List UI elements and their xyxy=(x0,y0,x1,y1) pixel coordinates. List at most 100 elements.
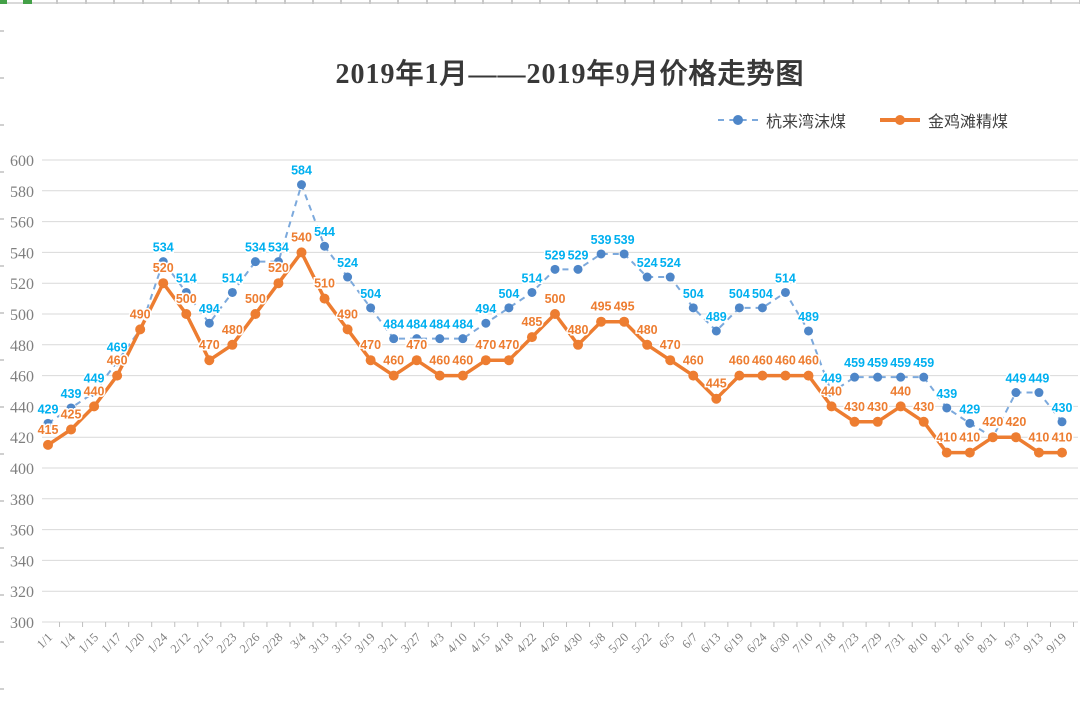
data-point-marker[interactable] xyxy=(181,287,191,297)
data-point-marker[interactable] xyxy=(204,318,214,328)
data-point-marker[interactable] xyxy=(481,318,491,328)
data-point-marker[interactable] xyxy=(987,432,998,443)
data-point-marker[interactable] xyxy=(665,272,675,282)
data-point-marker[interactable] xyxy=(504,303,514,313)
data-point-marker[interactable] xyxy=(1034,388,1044,398)
data-point-marker[interactable] xyxy=(250,257,260,267)
series-jinjitan-line[interactable] xyxy=(47,250,1062,455)
legend-item-hanglaiwan[interactable]: 杭来湾沫煤 xyxy=(717,108,846,132)
data-point-marker[interactable] xyxy=(435,334,445,344)
data-point-marker[interactable] xyxy=(804,326,813,336)
data-point-marker[interactable] xyxy=(319,293,330,304)
data-point-marker[interactable] xyxy=(66,424,77,435)
data-point-marker[interactable] xyxy=(273,257,283,267)
data-point-marker[interactable] xyxy=(942,403,952,413)
data-label: 460 xyxy=(383,354,404,368)
data-point-marker[interactable] xyxy=(872,416,883,427)
data-point-marker[interactable] xyxy=(826,401,837,412)
data-point-marker[interactable] xyxy=(66,403,76,413)
data-point-marker[interactable] xyxy=(527,287,537,297)
data-point-marker[interactable] xyxy=(896,372,906,382)
data-point-marker[interactable] xyxy=(204,355,215,366)
data-point-marker[interactable] xyxy=(250,309,261,319)
data-point-marker[interactable] xyxy=(365,355,376,366)
data-point-marker[interactable] xyxy=(780,370,791,381)
data-point-marker[interactable] xyxy=(457,370,468,381)
data-point-marker[interactable] xyxy=(734,370,745,381)
data-point-marker[interactable] xyxy=(227,339,238,350)
data-point-marker[interactable] xyxy=(1033,447,1044,458)
data-point-marker[interactable] xyxy=(388,370,399,381)
data-point-marker[interactable] xyxy=(619,249,629,259)
data-point-marker[interactable] xyxy=(1057,417,1067,427)
data-point-marker[interactable] xyxy=(850,372,860,382)
data-point-marker[interactable] xyxy=(434,370,445,381)
data-point-marker[interactable] xyxy=(480,355,491,366)
data-point-marker[interactable] xyxy=(89,401,100,412)
data-point-marker[interactable] xyxy=(112,370,123,381)
data-point-marker[interactable] xyxy=(181,309,192,319)
data-point-marker[interactable] xyxy=(711,393,722,404)
data-point-marker[interactable] xyxy=(642,339,653,350)
data-point-marker[interactable] xyxy=(919,372,929,382)
data-point-marker[interactable] xyxy=(596,249,606,259)
data-point-marker[interactable] xyxy=(941,447,952,458)
data-point-marker[interactable] xyxy=(619,316,630,327)
data-point-marker[interactable] xyxy=(1011,388,1021,398)
data-point-marker[interactable] xyxy=(297,180,306,190)
data-point-marker[interactable] xyxy=(895,401,906,412)
data-point-marker[interactable] xyxy=(273,278,284,289)
data-point-marker[interactable] xyxy=(849,416,860,427)
row-boundary-tick xyxy=(0,171,4,173)
data-point-marker[interactable] xyxy=(711,326,721,336)
data-point-marker[interactable] xyxy=(780,287,790,297)
data-point-marker[interactable] xyxy=(964,447,975,458)
data-point-marker[interactable] xyxy=(688,370,699,381)
data-point-marker[interactable] xyxy=(503,355,514,366)
data-point-marker[interactable] xyxy=(366,303,376,313)
data-point-marker[interactable] xyxy=(665,355,676,366)
data-label: 459 xyxy=(913,356,934,370)
data-point-marker[interactable] xyxy=(757,370,768,381)
data-point-marker[interactable] xyxy=(1010,432,1021,443)
data-point-marker[interactable] xyxy=(342,324,353,335)
data-point-marker[interactable] xyxy=(526,332,537,343)
data-point-marker[interactable] xyxy=(343,272,353,282)
data-point-marker[interactable] xyxy=(89,388,99,398)
data-point-marker[interactable] xyxy=(827,388,837,398)
data-point-marker[interactable] xyxy=(550,264,560,274)
data-point-marker[interactable] xyxy=(458,334,468,344)
data-point-marker[interactable] xyxy=(918,416,929,427)
x-axis-label: 6/13 xyxy=(698,630,724,656)
data-point-marker[interactable] xyxy=(389,334,399,344)
data-point-marker[interactable] xyxy=(757,303,767,313)
data-point-marker[interactable] xyxy=(412,334,422,344)
data-point-marker[interactable] xyxy=(158,257,168,267)
data-point-marker[interactable] xyxy=(573,264,583,274)
data-point-marker[interactable] xyxy=(734,303,744,313)
legend-item-jinjitan[interactable]: 金鸡滩精煤 xyxy=(879,108,1008,132)
x-axis-label: 2/26 xyxy=(237,630,263,656)
data-point-marker[interactable] xyxy=(688,303,698,313)
data-point-marker[interactable] xyxy=(135,324,146,335)
data-point-marker[interactable] xyxy=(112,357,122,367)
data-point-marker[interactable] xyxy=(550,309,560,319)
data-point-marker[interactable] xyxy=(642,272,652,282)
data-point-marker[interactable] xyxy=(411,355,422,366)
data-point-marker[interactable] xyxy=(43,439,53,450)
chart-title[interactable]: 2019年1月——2019年9月价格走势图 xyxy=(335,59,805,90)
data-point-marker[interactable] xyxy=(320,241,330,251)
data-point-marker[interactable] xyxy=(158,278,169,289)
data-point-marker[interactable] xyxy=(596,316,607,327)
data-point-marker[interactable] xyxy=(965,418,975,428)
data-point-marker[interactable] xyxy=(227,287,237,297)
data-point-marker[interactable] xyxy=(873,372,883,382)
data-point-marker[interactable] xyxy=(1057,447,1067,458)
data-point-marker[interactable] xyxy=(573,339,584,350)
data-point-marker[interactable] xyxy=(43,418,53,428)
data-label: 440 xyxy=(84,384,105,398)
data-label: 500 xyxy=(176,292,197,306)
data-point-marker[interactable] xyxy=(803,370,814,381)
data-point-marker[interactable] xyxy=(296,247,307,258)
